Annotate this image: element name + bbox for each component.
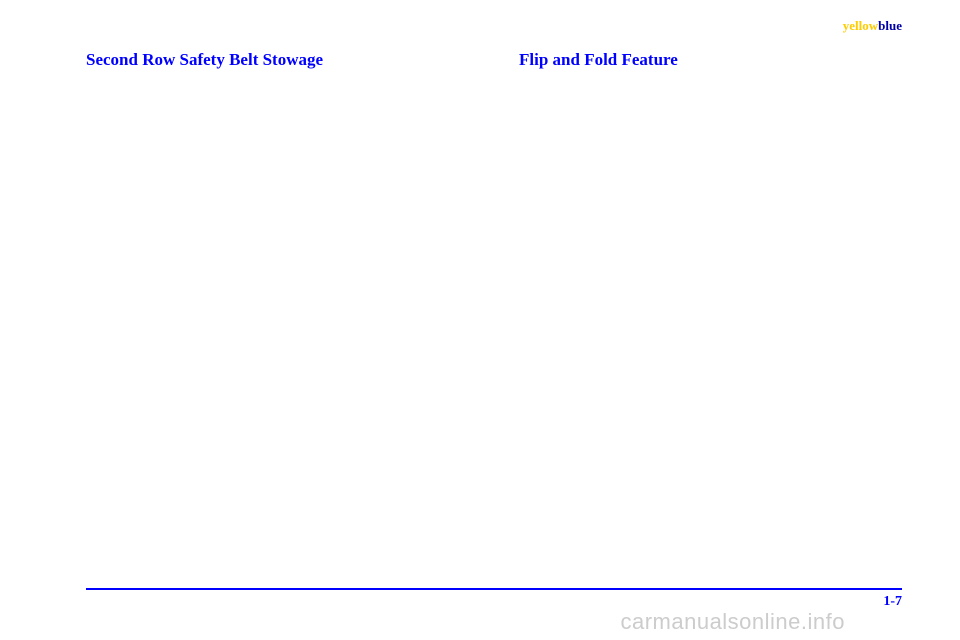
watermark: carmanualsonline.info (620, 609, 845, 635)
header-blue-text: blue (878, 18, 902, 33)
right-column: Flip and Fold Feature (519, 50, 902, 70)
page-number: 1-7 (883, 594, 902, 610)
right-heading: Flip and Fold Feature (519, 50, 902, 70)
header-yellow-text: yellow (843, 18, 878, 33)
left-heading: Second Row Safety Belt Stowage (86, 50, 469, 70)
left-column: Second Row Safety Belt Stowage (86, 50, 469, 70)
header-yellowblue: yellowblue (843, 18, 902, 34)
footer-line (86, 588, 902, 590)
content-area: Second Row Safety Belt Stowage Flip and … (86, 50, 902, 70)
